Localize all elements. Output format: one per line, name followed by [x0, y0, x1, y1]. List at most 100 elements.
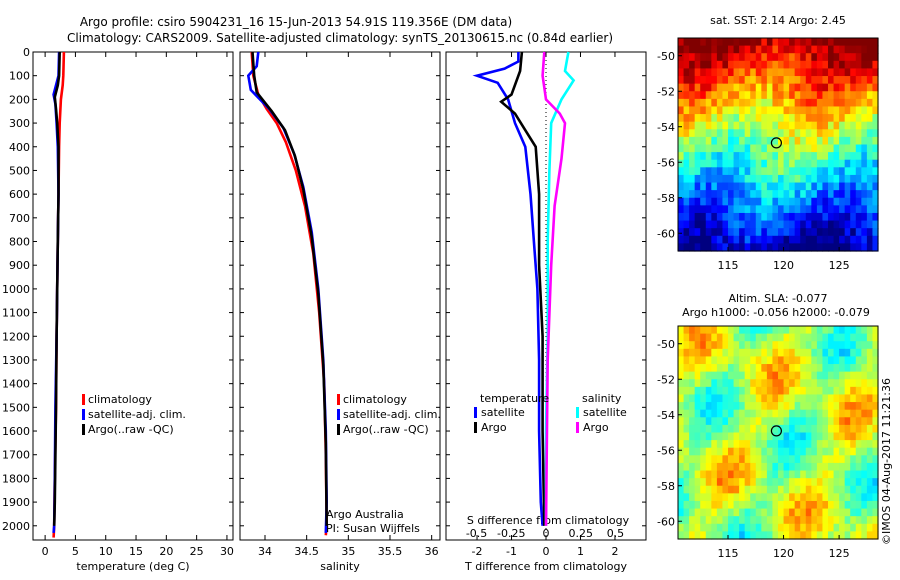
map-cell: [711, 516, 718, 525]
map-cell: [689, 341, 696, 350]
map-cell: [861, 121, 868, 130]
map-cell: [828, 228, 835, 237]
map-cell: [689, 333, 696, 342]
map-cell: [816, 243, 824, 252]
map-cell: [833, 394, 840, 403]
map-cell: [705, 409, 712, 418]
map-cell: [844, 500, 851, 510]
map-cell: [700, 394, 707, 403]
top-tick-label: 0.5: [607, 527, 625, 540]
map-cell: [833, 447, 840, 456]
legend-label: Argo(..raw -QC): [88, 423, 174, 436]
map-cell: [800, 114, 807, 123]
map-cell: [739, 144, 746, 153]
map-cell: [839, 394, 846, 403]
series-line-1: [499, 51, 546, 526]
map-cell: [772, 235, 779, 244]
map-cell: [794, 182, 801, 191]
map-cell: [772, 333, 779, 342]
map-cell: [700, 326, 707, 335]
map-cell: [694, 440, 701, 449]
map-cell: [805, 348, 812, 358]
map-cell: [678, 523, 685, 532]
map-cell: [705, 424, 712, 434]
map-cell: [866, 114, 874, 123]
map-cell: [700, 402, 707, 411]
map-cell: [683, 220, 690, 229]
map-cell: [750, 167, 757, 176]
map-cell: [689, 91, 696, 100]
map-cell: [700, 91, 707, 100]
map-cell: [778, 493, 785, 502]
map-cell: [744, 326, 751, 335]
map-cell: [716, 402, 724, 411]
map-cell: [822, 91, 829, 100]
map-cell: [733, 424, 740, 434]
map-cell: [861, 243, 868, 252]
salinity-panel: 34 34.5 35 35.5 36salinityclimatologysatelli…: [239, 51, 441, 573]
map-cell: [678, 136, 685, 146]
map-cell: [811, 447, 818, 456]
map-cell: [711, 386, 718, 396]
map-cell: [839, 508, 846, 517]
map-cell: [822, 205, 829, 214]
map-cell: [872, 402, 879, 411]
map-cell: [750, 205, 757, 214]
map-cell: [778, 386, 785, 396]
map-cell: [828, 356, 835, 365]
map-cell: [750, 348, 757, 358]
map-cell: [700, 470, 707, 479]
map-cell: [789, 91, 796, 100]
map-cell: [744, 182, 751, 191]
map-cell: [766, 60, 774, 70]
map-cell: [850, 500, 857, 510]
map-cell: [844, 114, 851, 123]
map-cell: [755, 348, 762, 358]
map-cell: [844, 190, 851, 199]
map-cell: [833, 493, 840, 502]
y-tick-label: 1000: [2, 283, 30, 296]
map-cell: [800, 144, 807, 153]
map-cell: [694, 136, 701, 146]
map-cell: [816, 121, 824, 130]
map-cell: [716, 341, 724, 350]
map-cell: [783, 243, 790, 252]
map-cell: [872, 424, 879, 434]
map-cell: [783, 60, 790, 70]
map-cell: [678, 68, 685, 77]
map-cell: [855, 470, 862, 479]
map-cell: [828, 402, 835, 411]
map-cell: [700, 424, 707, 434]
map-cell: [816, 364, 824, 373]
map-cell: [700, 190, 707, 199]
map-cell: [683, 333, 690, 342]
map-cell: [728, 424, 735, 434]
map-cell: [750, 98, 757, 108]
map-cell: [872, 455, 879, 464]
map-cell: [805, 516, 812, 525]
map-cell: [750, 152, 757, 161]
map-cell: [811, 190, 818, 199]
map-cell: [750, 531, 757, 540]
map-cell: [716, 121, 724, 130]
map-cell: [805, 409, 812, 418]
map-cell: [828, 485, 835, 494]
map-cell: [733, 455, 740, 464]
map-cell: [822, 333, 829, 342]
map-cell: [783, 136, 790, 146]
map-cell: [789, 68, 796, 77]
map-cell: [755, 500, 762, 510]
map-cell: [783, 333, 790, 342]
map-cell: [855, 220, 862, 229]
map-cell: [855, 190, 862, 199]
map-cell: [833, 402, 840, 411]
map-cell: [789, 356, 796, 365]
map-cell: [778, 243, 785, 252]
map-cell: [794, 243, 801, 252]
map-cell: [794, 205, 801, 214]
map-cell: [716, 60, 724, 70]
map-cell: [811, 136, 818, 146]
map-cell: [766, 508, 774, 517]
argo-position-marker: [770, 425, 783, 437]
map-cell: [844, 212, 851, 222]
